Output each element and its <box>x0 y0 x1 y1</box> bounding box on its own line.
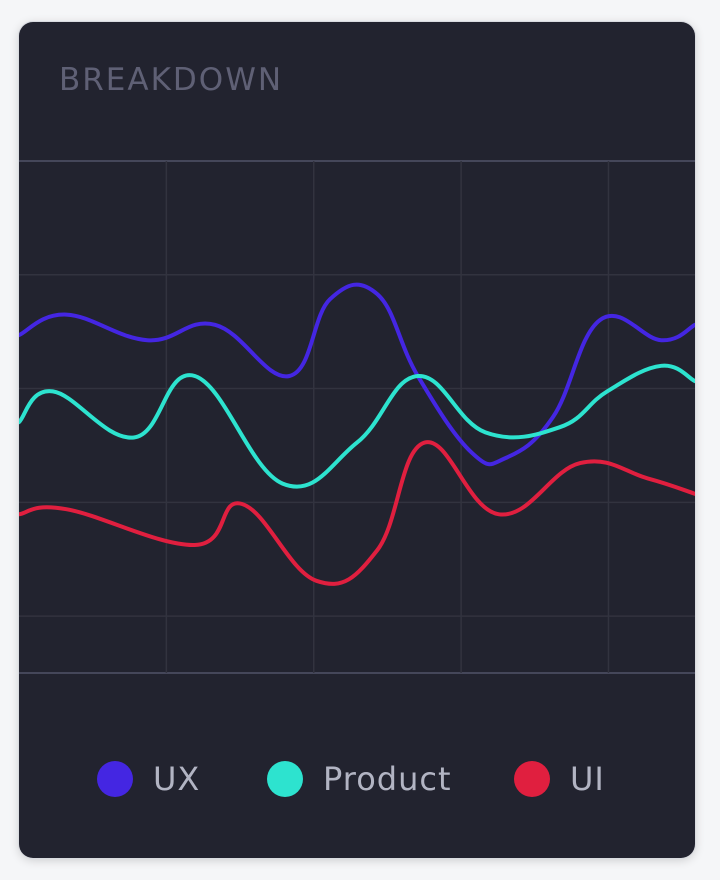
legend-label-product: Product <box>323 760 452 798</box>
series-line-ui <box>19 440 695 586</box>
legend-swatch-ui <box>514 761 550 797</box>
breakdown-card: BREAKDOWN UX Product UI <box>19 22 695 858</box>
card-title: BREAKDOWN <box>59 62 284 98</box>
line-chart <box>19 160 695 674</box>
chart-legend: UX Product UI <box>19 754 695 804</box>
chart-series <box>19 282 695 586</box>
legend-item-ui[interactable]: UI <box>514 754 605 804</box>
legend-item-ux[interactable]: UX <box>97 754 200 804</box>
legend-label-ux: UX <box>153 760 201 798</box>
series-line-product <box>19 363 695 489</box>
series-line-ux <box>19 282 695 467</box>
legend-swatch-product <box>267 761 303 797</box>
chart-grid <box>19 160 695 674</box>
legend-swatch-ux <box>97 761 133 797</box>
legend-label-ui: UI <box>570 760 605 798</box>
legend-item-product[interactable]: Product <box>267 754 452 804</box>
